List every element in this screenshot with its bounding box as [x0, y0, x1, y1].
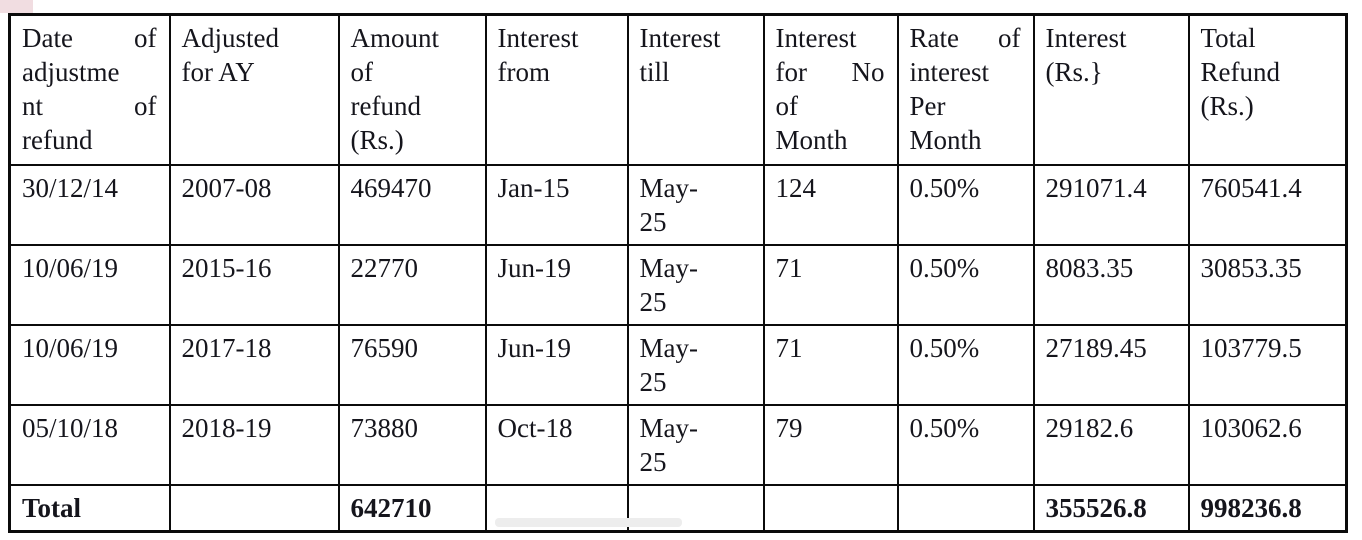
cell-interest-months: 79	[762, 403, 899, 486]
cell-adjusted-for-ay: 2017-18	[168, 323, 340, 406]
cell-rate-of-interest: 0.50%	[896, 163, 1035, 246]
col-header-interest-till: Interest till	[626, 13, 765, 166]
header-line: nt of	[22, 89, 157, 123]
header-line: interest	[909, 57, 989, 87]
header-word: of	[134, 91, 157, 121]
cell-rate-of-interest: 0.50%	[896, 243, 1035, 326]
total-interest-rs: 355526.8	[1032, 483, 1190, 532]
col-header-interest-from: Interest from	[484, 13, 629, 166]
col-header-rate-of-interest-per-month: Rate of interest Per Month	[896, 13, 1035, 166]
total-empty-cell	[896, 483, 1035, 532]
cell-interest-rs: 27189.45	[1032, 323, 1190, 406]
cell-amount-of-refund: 73880	[337, 403, 487, 486]
cell-total-refund: 103779.5	[1187, 323, 1348, 406]
cell-rate-of-interest: 0.50%	[896, 323, 1035, 406]
cell-rate-of-interest: 0.50%	[896, 403, 1035, 486]
total-amount-of-refund: 642710	[337, 483, 487, 532]
col-header-date-of-adjustment: Date of adjustme nt of refund	[8, 13, 171, 166]
scan-artifact-smudge	[495, 518, 682, 527]
table-row: 30/12/14 2007-08 469470 Jan-15 May- 25 1…	[8, 163, 1348, 246]
table-row: 10/06/19 2017-18 76590 Jun-19 May- 25 71…	[8, 323, 1348, 406]
table-row: 05/10/18 2018-19 73880 Oct-18 May- 25 79…	[8, 403, 1348, 486]
header-line: Rate of	[910, 21, 1021, 55]
cell-amount-of-refund: 22770	[337, 243, 487, 326]
header-line: for No	[776, 55, 885, 89]
cell-adjusted-for-ay: 2015-16	[168, 243, 340, 326]
cell-interest-till: May- 25	[626, 243, 765, 326]
total-empty-cell	[762, 483, 899, 532]
cell-amount-of-refund: 76590	[337, 323, 487, 406]
col-header-amount-of-refund: Amount of refund (Rs.)	[337, 13, 487, 166]
col-header-interest-for-no-of-month: Interest for No of Month	[762, 13, 899, 166]
cell-interest-from: Jan-15	[484, 163, 629, 246]
header-line: adjustme	[22, 57, 120, 87]
cell-interest-till: May- 25	[626, 163, 765, 246]
refund-interest-table: Date of adjustme nt of refund Adjusted for…	[8, 13, 1348, 533]
cell-total-refund: 30853.35	[1187, 243, 1348, 326]
cell-interest-from: Oct-18	[484, 403, 629, 486]
cell-interest-months: 71	[762, 323, 899, 406]
cell-interest-months: 71	[762, 243, 899, 326]
cell-adjusted-for-ay: 2018-19	[168, 403, 340, 486]
cell-interest-rs: 8083.35	[1032, 243, 1190, 326]
header-line: Date of	[22, 21, 157, 55]
header-word: No	[851, 57, 885, 87]
header-word: Rate	[909, 23, 959, 53]
header-word: of	[998, 23, 1021, 53]
col-header-total-refund: Total Refund (Rs.)	[1187, 13, 1348, 166]
cell-interest-months: 124	[762, 163, 899, 246]
table-header-row: Date of adjustme nt of refund Adjusted for…	[8, 13, 1348, 166]
table-row: 10/06/19 2015-16 22770 Jun-19 May- 25 71…	[8, 243, 1348, 326]
total-empty-cell	[168, 483, 340, 532]
cell-interest-till: May- 25	[626, 403, 765, 486]
cell-interest-from: Jun-19	[484, 323, 629, 406]
cell-interest-rs: 29182.6	[1032, 403, 1190, 486]
cell-interest-from: Jun-19	[484, 243, 629, 326]
total-label: Total	[8, 483, 171, 532]
cell-total-refund: 760541.4	[1187, 163, 1348, 246]
cell-adjusted-for-ay: 2007-08	[168, 163, 340, 246]
total-refund-rs: 998236.8	[1187, 483, 1348, 532]
scan-artifact-top-left	[0, 0, 33, 13]
cell-date-of-adjustment: 30/12/14	[8, 163, 171, 246]
header-word: Date	[22, 23, 73, 53]
cell-amount-of-refund: 469470	[337, 163, 487, 246]
cell-date-of-adjustment: 10/06/19	[8, 243, 171, 326]
header-line: Month	[909, 125, 982, 155]
header-word: of	[134, 23, 157, 53]
cell-interest-till: May- 25	[626, 323, 765, 406]
cell-date-of-adjustment: 05/10/18	[8, 403, 171, 486]
header-line: of	[775, 91, 799, 121]
table-total-row: Total 642710 355526.8 998236.8	[8, 483, 1348, 532]
cell-interest-rs: 291071.4	[1032, 163, 1190, 246]
header-line: refund	[22, 125, 93, 155]
cell-date-of-adjustment: 10/06/19	[8, 323, 171, 406]
col-header-interest-rs: Interest (Rs.}	[1032, 13, 1190, 166]
header-word: nt	[22, 91, 44, 121]
header-line: Per	[909, 91, 946, 121]
header-line: Interest	[775, 23, 857, 53]
col-header-adjusted-for-ay: Adjusted for AY	[168, 13, 340, 166]
cell-total-refund: 103062.6	[1187, 403, 1348, 486]
header-word: for	[775, 57, 807, 87]
header-line: Month	[775, 125, 848, 155]
